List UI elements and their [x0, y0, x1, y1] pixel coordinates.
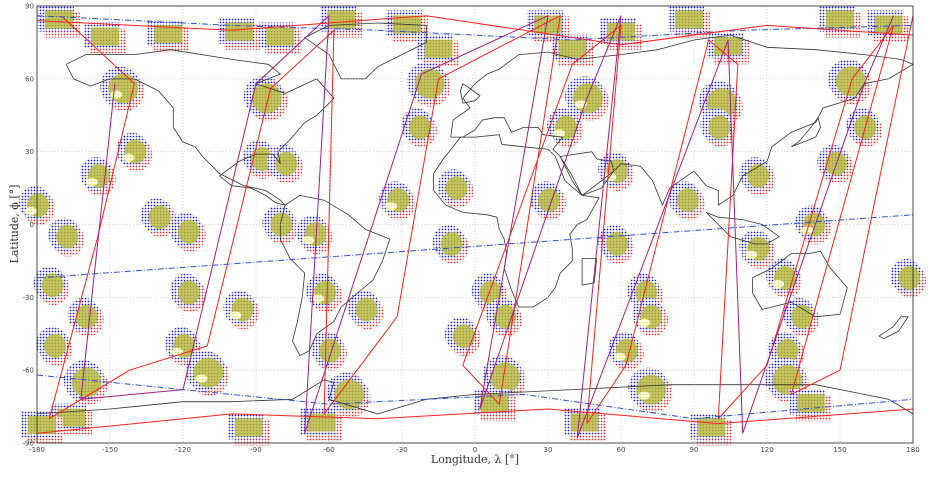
x-axis-label: Longitude, λ [°]: [431, 453, 519, 466]
ground-track-line: [36, 15, 914, 41]
footprint-marker: [783, 297, 820, 337]
footprint-marker: [100, 66, 145, 112]
footprint-marker: [300, 408, 343, 441]
coastline: [459, 83, 481, 104]
ground-track-line: [48, 14, 914, 424]
footprint-marker: [20, 411, 63, 444]
footprint-marker: [140, 198, 177, 238]
footprint-marker: [185, 350, 230, 396]
coastline: [36, 379, 914, 415]
ground-track-line: [36, 15, 914, 46]
footprint-marker: [116, 132, 153, 172]
footprint-marker: [379, 181, 416, 221]
footprint-marker: [48, 217, 85, 257]
coastline: [559, 151, 615, 196]
footprint-marker: [564, 76, 609, 122]
coastline: [752, 250, 848, 318]
footprint-marker: [347, 290, 384, 330]
footprint-marker: [169, 273, 206, 313]
x-tick-label: 30: [544, 446, 553, 454]
footprint-marker: [547, 108, 584, 148]
ground-tracks-layer: [36, 14, 914, 439]
x-tick-label: 180: [906, 446, 919, 454]
footprint-marker: [444, 317, 481, 357]
footprint-marker: [147, 20, 190, 53]
footprint-marker: [306, 273, 343, 313]
footprint-marker: [668, 5, 711, 38]
footprint-marker: [19, 186, 55, 226]
footprints-layer: [19, 5, 927, 446]
footprint-marker: [766, 258, 803, 298]
footprint-marker: [668, 181, 705, 221]
x-tick-label: 150: [833, 446, 846, 454]
x-tick-label: -30: [396, 446, 407, 454]
footprint-marker: [632, 297, 669, 337]
footprint-marker: [406, 61, 451, 107]
plot-frame: [36, 5, 914, 444]
y-tick-label: 30: [25, 148, 34, 156]
footprint-marker: [36, 326, 73, 366]
coastline: [581, 258, 598, 286]
footprint-marker: [867, 10, 910, 43]
footprint-marker: [320, 5, 363, 38]
y-tick-label: -90: [23, 440, 34, 448]
footprint-marker: [417, 34, 460, 67]
x-tick-label: -90: [250, 446, 261, 454]
footprint-marker: [262, 205, 299, 245]
x-tick-label: -60: [323, 446, 334, 454]
ground-track-line: [80, 14, 894, 439]
footprint-marker: [628, 367, 673, 413]
footprint-marker: [432, 224, 469, 264]
tick-labels-layer: -180 -150 -120 -90 -60 -30 0 30 60 90 120 150 180 90 6…: [23, 3, 920, 455]
footprint-marker: [827, 59, 872, 105]
coastline: [791, 116, 821, 148]
x-tick-label: 120: [760, 446, 773, 454]
ground-track-line: [36, 214, 914, 279]
footprint-marker: [598, 224, 635, 264]
x-tick-label: -120: [175, 446, 191, 454]
footprint-marker: [169, 212, 206, 252]
coastline: [878, 316, 909, 340]
footprint-marker: [739, 229, 776, 269]
coastline: [705, 212, 780, 245]
y-tick-label: -60: [23, 367, 34, 375]
y-axis-label: Latitude, ϕ [°]: [8, 185, 21, 264]
coastline: [279, 194, 391, 357]
footprint-marker: [607, 331, 644, 371]
y-tick-label: 0: [30, 221, 34, 229]
footprint-marker: [217, 17, 260, 50]
ground-track-line: [36, 374, 914, 420]
footprint-marker: [227, 413, 270, 446]
footprint-marker: [473, 389, 516, 422]
footprint-marker: [437, 169, 474, 209]
ground-track-line: [36, 408, 914, 434]
footprint-marker: [764, 357, 809, 403]
x-tick-label: 0: [473, 446, 477, 454]
x-tick-label: 60: [617, 446, 626, 454]
x-tick-label: -180: [29, 446, 45, 454]
footprint-marker: [530, 181, 566, 221]
x-tick-label: 90: [690, 446, 699, 454]
y-tick-label: -30: [23, 294, 34, 302]
footprint-marker: [84, 22, 127, 55]
coastline: [433, 134, 600, 308]
grid-layer: [36, 5, 914, 444]
footprint-marker: [67, 297, 104, 337]
footprint-marker: [223, 290, 260, 330]
y-tick-label: 60: [25, 75, 34, 83]
coastline: [303, 22, 427, 80]
footprint-marker: [33, 266, 70, 306]
footprint-marker: [700, 108, 737, 148]
footprint-marker: [819, 5, 861, 38]
footprint-marker: [890, 258, 927, 298]
x-tick-label: -150: [102, 446, 118, 454]
footprint-marker: [401, 108, 438, 148]
y-tick-label: 90: [25, 3, 34, 11]
coastline: [450, 34, 914, 207]
coastline-layer: [36, 22, 914, 415]
